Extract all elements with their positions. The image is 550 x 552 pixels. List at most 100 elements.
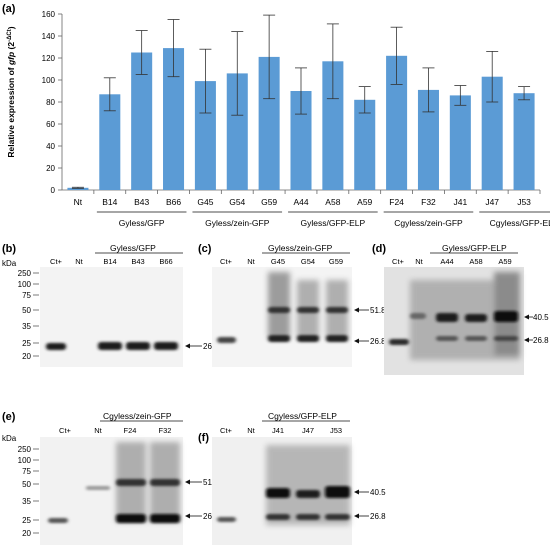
bar (513, 93, 535, 190)
svg-text:40.5: 40.5 (370, 488, 386, 497)
y-tick-label: 160 (42, 10, 56, 19)
blot-group-label: Cgyless/GFP-ELP (268, 411, 337, 421)
blot-panel-c: (c) Gyless/zein-GFP Ct+ Nt G45 G54 G59 5… (198, 243, 386, 367)
y-tick-label: 140 (42, 32, 56, 41)
kda-label: kDa (2, 259, 17, 268)
group-label: Gyless/zein-GFP (205, 218, 270, 228)
ladder-label: 100 (18, 280, 32, 289)
lane-label: F32 (159, 426, 172, 435)
blot-panel-e: (e) kDa 250 100 75 50 35 25 20 Cgyless/z… (2, 411, 219, 545)
svg-text:26.8: 26.8 (203, 512, 219, 521)
blot-bands (217, 307, 348, 343)
lane-label: Ct+ (50, 257, 63, 266)
lane-label: J41 (272, 426, 284, 435)
size-marker: 26.8 (185, 342, 219, 351)
ladder-ticks (33, 448, 39, 534)
bar (354, 99, 376, 190)
blot-panel-f: (f) Cgyless/GFP-ELP Ct+ Nt J41 J47 J53 4… (198, 411, 386, 545)
group-label: Cgyless/zein-GFP (394, 218, 463, 228)
blot-membrane (40, 267, 183, 367)
panel-label-d: (d) (372, 243, 386, 255)
blot-panel-b: (b) kDa 250 100 75 50 35 25 20 Gyless/GF… (2, 243, 219, 367)
x-axis-labels: Nt B14 B43 B66 G45 G54 G59 A44 A58 A59 F24 F32 J41 J4… (74, 190, 541, 207)
svg-text:26.8: 26.8 (370, 512, 386, 521)
ladder-ticks (33, 272, 39, 357)
x-tick-label: B43 (134, 197, 149, 207)
lane-label: Nt (247, 426, 255, 435)
x-tick-label: J53 (517, 197, 531, 207)
lane-label: B66 (159, 257, 172, 266)
ladder-label: 50 (22, 480, 31, 489)
panel-label-f: (f) (198, 432, 209, 444)
svg-text:51.8: 51.8 (370, 306, 386, 315)
ladder-label: 100 (18, 456, 32, 465)
blot-group-label: Gyless/GFP-ELP (442, 243, 507, 253)
y-tick-label: 120 (42, 54, 56, 63)
lane-label: Ct+ (392, 257, 405, 266)
ladder-label: 50 (22, 306, 31, 315)
x-tick-label: A44 (293, 197, 308, 207)
x-tick-label: F24 (389, 197, 404, 207)
bar (131, 52, 153, 190)
group-label: Gyless/GFP (119, 218, 165, 228)
bar (99, 94, 121, 190)
ladder-label: 20 (22, 352, 31, 361)
x-tick-label: B14 (102, 197, 117, 207)
size-marker: 40.5 (354, 488, 386, 497)
x-tick-label: J47 (485, 197, 499, 207)
lane-label: Nt (247, 257, 255, 266)
size-marker: 51.8 (185, 478, 219, 487)
blot-bands (48, 479, 180, 523)
svg-text:26.8: 26.8 (203, 342, 219, 351)
lane-label: Ct+ (220, 426, 233, 435)
x-tick-label: J41 (453, 197, 467, 207)
lane-label: J53 (330, 426, 342, 435)
y-tick-label: 100 (42, 76, 56, 85)
ladder-label: 250 (18, 269, 32, 278)
lane-label: A58 (469, 257, 482, 266)
group-label: Cgyless/GFP-ELP (490, 218, 550, 228)
x-tick-label: B66 (166, 197, 181, 207)
lane-label: Nt (415, 257, 423, 266)
lane-label: B43 (131, 257, 144, 266)
blot-group-label: Gyless/GFP (110, 243, 156, 253)
lane-label: Ct+ (220, 257, 233, 266)
blot-group-label: Cgyless/zein-GFP (103, 411, 172, 421)
ladder-label: 75 (22, 467, 31, 476)
bar-chart-panel: (a) Relative expression of gfp (2-ΔCt) 0… (2, 3, 550, 228)
y-tick-label: 20 (46, 164, 55, 173)
y-tick-label: 40 (46, 142, 55, 151)
lane-label: G59 (329, 257, 343, 266)
blot-bands (46, 342, 178, 350)
bar (67, 187, 89, 190)
ladder-label: 35 (22, 322, 31, 331)
ladder-label: 25 (22, 339, 31, 348)
bar (290, 91, 312, 190)
ladder-label: 25 (22, 516, 31, 525)
bar (417, 89, 439, 190)
x-tick-label: G45 (197, 197, 213, 207)
blot-bands (389, 311, 518, 345)
y-tick-label: 0 (51, 186, 56, 195)
lane-label: G45 (271, 257, 285, 266)
blot-bands (217, 486, 350, 522)
panel-label-a: (a) (2, 3, 16, 15)
x-tick-label: A58 (325, 197, 340, 207)
bar (322, 61, 344, 190)
lane-label: B14 (103, 257, 116, 266)
bar (258, 56, 280, 191)
x-tick-label: G59 (261, 197, 277, 207)
svg-text:26.8: 26.8 (533, 336, 549, 345)
lane-label: F24 (124, 426, 137, 435)
panel-label-e: (e) (2, 411, 16, 423)
size-marker: 26.8 (524, 336, 549, 345)
kda-label: kDa (2, 434, 17, 443)
blot-panel-d: (d) Gyless/GFP-ELP Ct+ Nt A44 A58 A59 40… (372, 243, 549, 375)
ladder-label: 20 (22, 529, 31, 538)
y-axis-ticks: 0 20 40 60 80 100 120 140 160 (42, 10, 62, 195)
lane-label: Ct+ (59, 426, 72, 435)
bar (163, 48, 185, 190)
x-tick-label: A59 (357, 197, 372, 207)
group-brackets: Gyless/GFP Gyless/zein-GFP Gyless/GFP-ELP C… (96, 211, 550, 228)
